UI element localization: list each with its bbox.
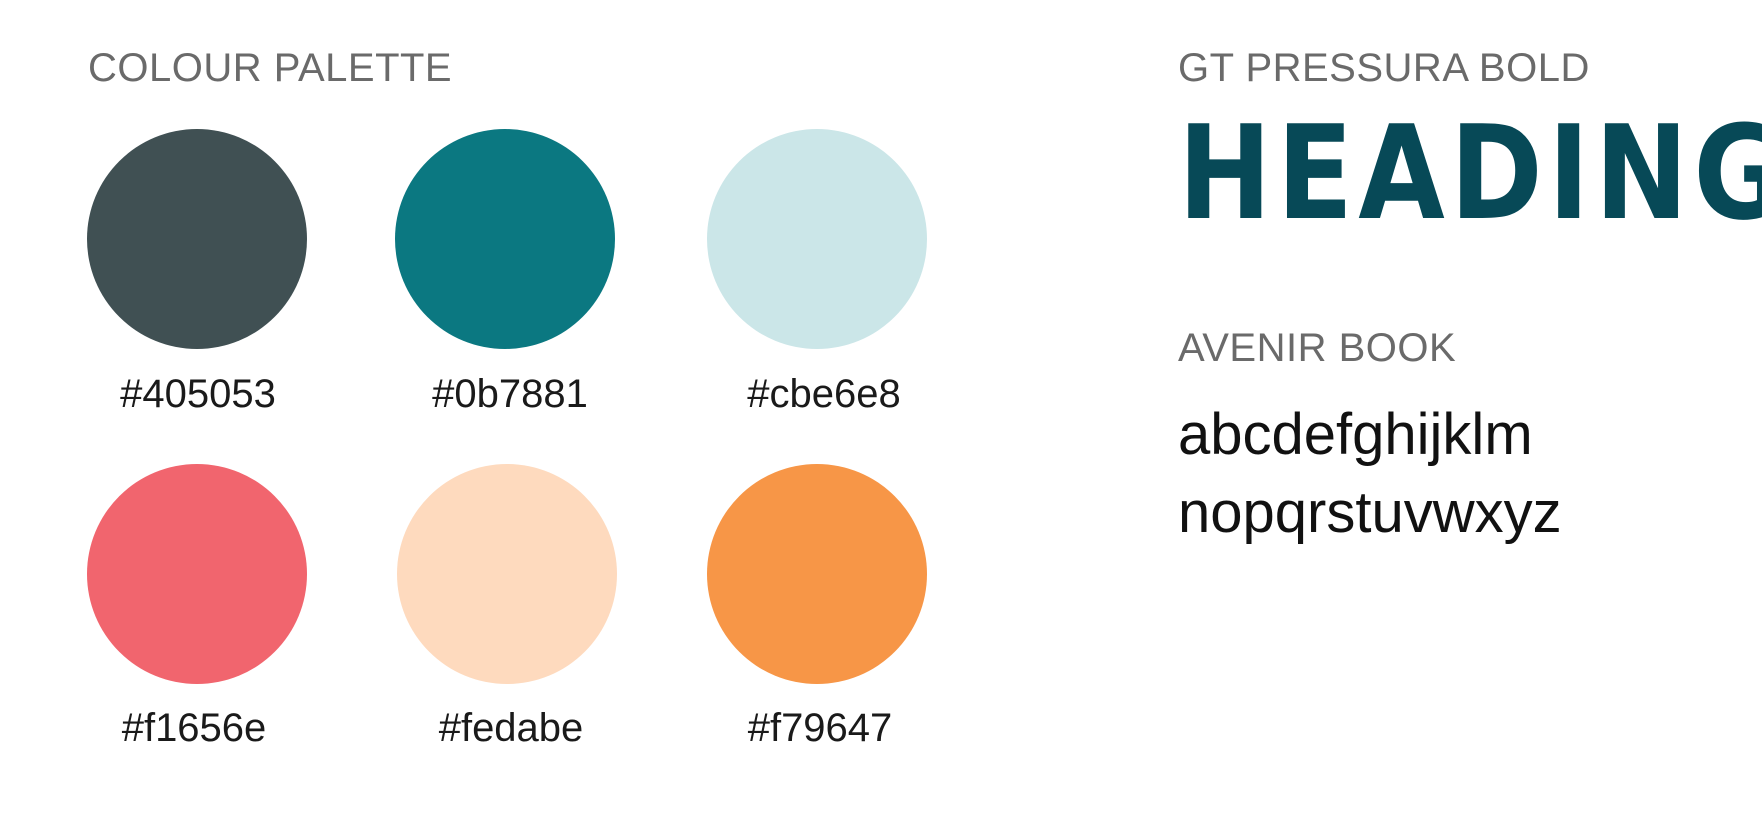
swatch-circle xyxy=(87,129,307,349)
swatch-1 xyxy=(87,129,307,349)
swatch-label: #f79647 xyxy=(747,706,893,750)
swatch-2 xyxy=(395,129,615,349)
heading-sample: HEADING xyxy=(1178,97,1762,249)
swatch-label: #cbe6e8 xyxy=(747,372,901,416)
swatch-5 xyxy=(397,464,617,684)
heading-font-title: GT PRESSURA BOLD xyxy=(1178,46,1590,90)
swatch-label: #0b7881 xyxy=(432,372,588,416)
swatch-4 xyxy=(87,464,307,684)
swatch-6 xyxy=(707,464,927,684)
palette-title: COLOUR PALETTE xyxy=(88,46,453,90)
swatch-circle xyxy=(707,464,927,684)
swatch-circle xyxy=(397,464,617,684)
swatch-label: #405053 xyxy=(120,372,276,416)
swatch-label: #fedabe xyxy=(438,706,584,750)
swatch-3 xyxy=(707,129,927,349)
swatch-label: #f1656e xyxy=(121,706,267,750)
swatch-circle xyxy=(395,129,615,349)
swatch-circle xyxy=(87,464,307,684)
body-sample-line-1: abcdefghijklm xyxy=(1178,402,1533,467)
swatch-circle xyxy=(707,129,927,349)
body-font-title: AVENIR BOOK xyxy=(1178,326,1457,370)
body-sample-line-2: nopqrstuvwxyz xyxy=(1178,480,1562,545)
